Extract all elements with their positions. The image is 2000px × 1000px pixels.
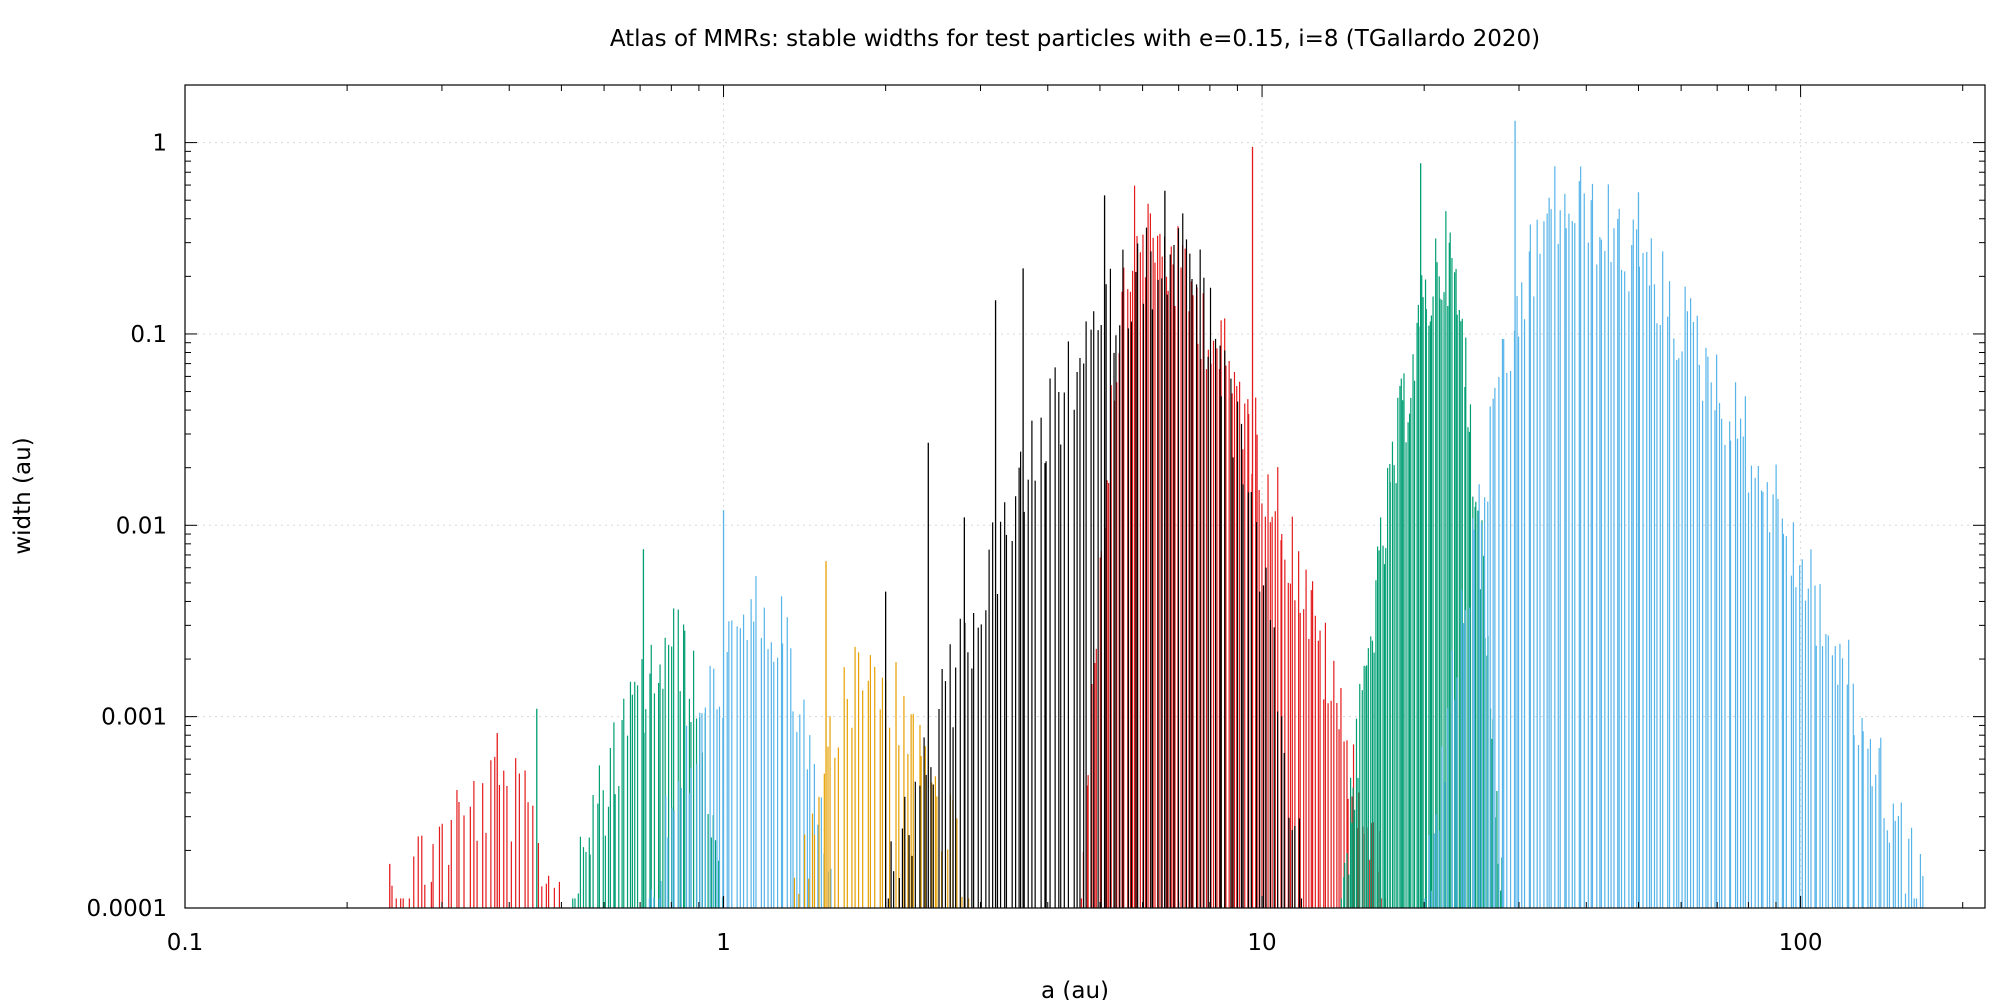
x-tick-label: 100 [1779, 930, 1823, 956]
y-tick-label: 0.01 [116, 513, 167, 539]
x-tick-label: 0.1 [167, 930, 204, 956]
plot-frame [184, 84, 1986, 909]
bars [389, 120, 1924, 908]
x-axis-label: a (au) [1041, 978, 1109, 1000]
y-tick-label: 1 [152, 131, 167, 157]
ticks [184, 84, 1985, 909]
y-tick-label: 0.0001 [87, 896, 167, 922]
chart-title: Atlas of MMRs: stable widths for test pa… [610, 26, 1540, 52]
tick-labels: 0.1 1 10 100 0.0001 0.001 0.01 0.1 1 [87, 131, 1823, 956]
x-tick-label: 10 [1247, 930, 1276, 956]
y-tick-label: 0.001 [101, 705, 167, 731]
y-axis-label: width (au) [10, 437, 36, 554]
x-tick-label: 1 [716, 930, 731, 956]
y-tick-label: 0.1 [130, 322, 167, 348]
